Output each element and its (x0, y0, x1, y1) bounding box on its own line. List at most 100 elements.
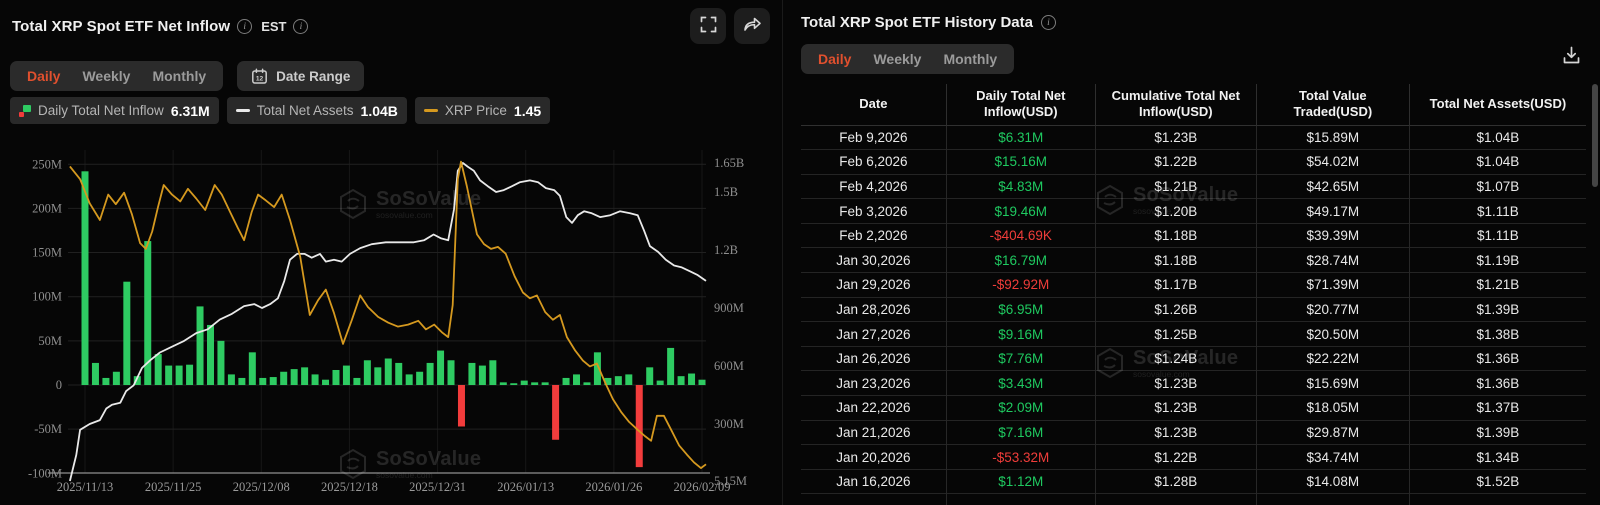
tab-daily[interactable]: Daily (807, 47, 862, 71)
assets-cell: $1.52B (1476, 474, 1520, 490)
history-table-container[interactable]: Date Daily Total Net Inflow(USD) Cumulativ… (801, 84, 1586, 505)
history-table: Date Daily Total Net Inflow(USD) Cumulativ… (801, 84, 1586, 505)
table-row: Jan 30,2026 $16.79M $1.18B $28.74M $1.19B (801, 247, 1586, 273)
date-cell: Jan 20,2026 (801, 444, 947, 470)
cumulative-cell: $1.23B (1095, 395, 1257, 421)
date-cell: Feb 4,2026 (801, 174, 947, 199)
svg-text:1.2B: 1.2B (714, 243, 738, 257)
assets-cell: $1.38B (1476, 326, 1520, 342)
left-panel-title: Total XRP Spot ETF Net Inflow (12, 18, 231, 35)
date-cell: Jan 29,2026 (801, 272, 947, 298)
chart-controls: Daily Weekly Monthly 12 Date Range (10, 61, 365, 91)
timezone-label: EST (261, 19, 287, 34)
tab-monthly[interactable]: Monthly (932, 47, 1008, 71)
inflow-cell: $6.95M (946, 297, 1096, 322)
assets-cell: $1.37B (1476, 400, 1520, 416)
right-panel-header: Total XRP Spot ETF History Data i (801, 14, 1056, 31)
table-scrollbar-thumb[interactable] (1592, 84, 1598, 187)
legend-label: Daily Total Net Inflow (38, 103, 164, 118)
assets-cell: $1.04B (1476, 154, 1520, 170)
date-cell: Feb 3,2026 (801, 198, 947, 224)
table-row: Jan 22,2026 $2.09M $1.23B $18.05M $1.37B (801, 395, 1586, 421)
empty-cell (946, 493, 1096, 505)
cumulative-cell: $1.23B (1095, 370, 1257, 396)
net-inflow-chart-panel: Total XRP Spot ETF Net Inflow i EST i (0, 0, 783, 505)
inflow-cell: -$53.32M (946, 444, 1096, 470)
gold-line-swatch-icon (423, 108, 438, 113)
table-row: Jan 20,2026 -$53.32M $1.22B $34.74M $1.34B (801, 444, 1586, 470)
svg-text:250M: 250M (32, 157, 62, 171)
inflow-cell: $3.43M (946, 370, 1096, 396)
svg-text:2025/12/31: 2025/12/31 (409, 480, 466, 494)
cumulative-cell: $1.23B (1095, 420, 1257, 445)
cumulative-cell: $1.26B (1095, 297, 1257, 322)
traded-cell: $22.22M (1256, 346, 1410, 371)
svg-text:300M: 300M (714, 417, 744, 431)
share-button[interactable] (734, 8, 770, 44)
info-icon[interactable]: i (237, 19, 253, 34)
traded-cell: $42.65M (1256, 174, 1410, 199)
white-line-swatch-icon (235, 108, 250, 113)
fullscreen-button[interactable] (690, 8, 726, 44)
empty-cell (801, 493, 947, 505)
inflow-cell: $7.16M (946, 420, 1096, 445)
assets-cell: $1.07B (1476, 178, 1520, 194)
date-cell: Jan 21,2026 (801, 420, 947, 445)
column-header-3: Total Value Traded(USD) (1256, 84, 1410, 125)
date-range-button[interactable]: 12 Date Range (237, 61, 365, 91)
empty-cell (1409, 494, 1586, 505)
table-row: Jan 28,2026 $6.95M $1.26B $20.77M $1.39B (801, 297, 1586, 322)
date-cell: Feb 9,2026 (801, 125, 947, 150)
table-row: Feb 3,2026 $19.46M $1.20B $49.17M $1.11B (801, 198, 1586, 224)
chart-canvas: 250M 200M 150M 100M 50M 0 -50M -100M 1.65B 1.5B 1.… (28, 150, 747, 494)
traded-cell: $34.74M (1256, 444, 1410, 470)
download-icon (1561, 45, 1582, 69)
tab-daily[interactable]: Daily (16, 64, 71, 88)
inflow-cell: -$404.69K (946, 223, 1096, 248)
legend-item-2[interactable]: XRP Price 1.45 (414, 97, 551, 124)
traded-cell: $15.89M (1256, 125, 1410, 150)
inflow-cell: $2.09M (946, 395, 1096, 421)
tab-weekly[interactable]: Weekly (862, 47, 932, 71)
svg-text:2025/12/08: 2025/12/08 (233, 480, 290, 494)
traded-cell: $54.02M (1256, 149, 1410, 175)
date-cell: Jan 28,2026 (801, 297, 947, 322)
inflow-cell: -$92.92M (946, 272, 1096, 298)
inflow-cell: $9.16M (946, 321, 1096, 347)
legend-label: XRP Price (444, 103, 507, 118)
download-button[interactable] (1558, 44, 1584, 70)
traded-cell: $71.39M (1256, 272, 1410, 298)
timezone-info-icon[interactable]: i (293, 19, 309, 34)
traded-cell: $15.69M (1256, 370, 1410, 396)
table-row: Jan 29,2026 -$92.92M $1.17B $71.39M $1.21B (801, 272, 1586, 298)
table-row: Feb 9,2026 $6.31M $1.23B $15.89M $1.04B (801, 125, 1586, 150)
inflow-cell: $7.76M (946, 346, 1096, 371)
assets-cell: $1.11B (1477, 228, 1519, 244)
cumulative-cell: $1.22B (1095, 444, 1257, 470)
net-inflow-chart[interactable]: 250M 200M 150M 100M 50M 0 -50M -100M 1.65B 1.5B 1.… (0, 140, 783, 500)
svg-text:1.5B: 1.5B (714, 185, 738, 199)
legend-label: Total Net Assets (256, 103, 354, 118)
svg-text:-50M: -50M (34, 422, 62, 436)
left-panel-header: Total XRP Spot ETF Net Inflow i EST i (12, 18, 309, 35)
legend-item-1[interactable]: Total Net Assets 1.04B (226, 97, 407, 124)
bar-series-swatch-icon (19, 104, 31, 117)
tab-weekly[interactable]: Weekly (71, 64, 141, 88)
assets-cell: $1.19B (1476, 252, 1520, 268)
info-icon[interactable]: i (1040, 15, 1056, 30)
svg-text:2026/02/09: 2026/02/09 (674, 480, 731, 494)
inflow-cell: $19.46M (946, 198, 1096, 224)
table-row: Jan 21,2026 $7.16M $1.23B $29.87M $1.39B (801, 420, 1586, 445)
inflow-cell: $6.31M (946, 125, 1096, 150)
table-row: Feb 6,2026 $15.16M $1.22B $54.02M $1.04B (801, 149, 1586, 175)
svg-text:150M: 150M (32, 246, 62, 260)
right-panel-title: Total XRP Spot ETF History Data (801, 14, 1033, 31)
traded-cell: $18.05M (1256, 395, 1410, 421)
interval-tabs: Daily Weekly Monthly (801, 44, 1015, 74)
date-cell: Jan 26,2026 (801, 346, 947, 371)
svg-text:-100M: -100M (28, 466, 62, 480)
tab-monthly[interactable]: Monthly (141, 64, 217, 88)
column-header-1: Daily Total Net Inflow(USD) (946, 84, 1096, 125)
assets-cell: $1.34B (1476, 449, 1520, 465)
legend-item-0[interactable]: Daily Total Net Inflow 6.31M (10, 97, 219, 124)
